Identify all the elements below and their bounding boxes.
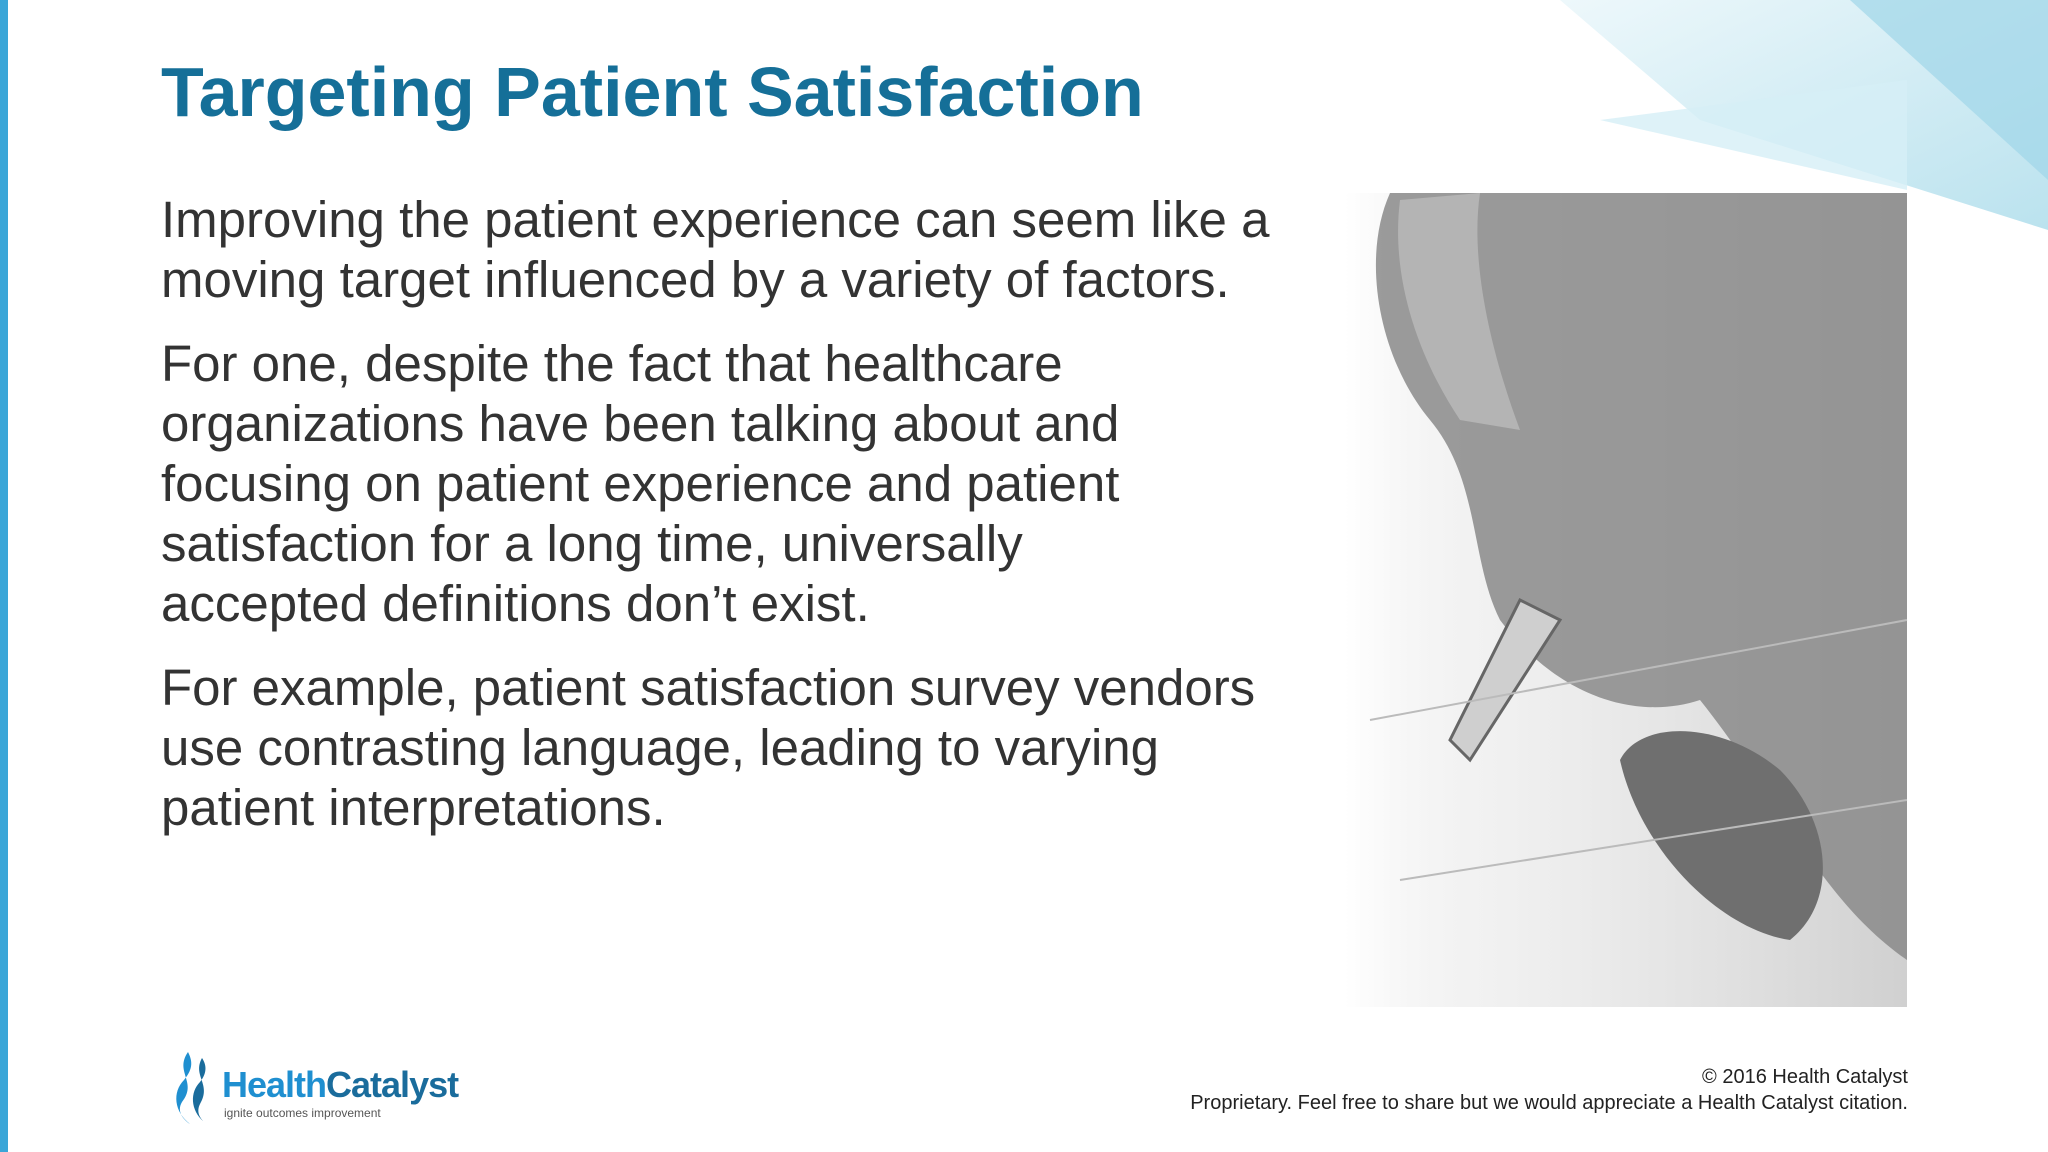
logo-name: HealthCatalyst	[222, 1064, 459, 1106]
notice: Proprietary. Feel free to share but we w…	[1190, 1092, 1908, 1114]
slide-body: Improving the patient experience can see…	[161, 190, 1361, 862]
paragraph-line: use contrasting language, leading to var…	[161, 719, 1160, 776]
paragraph-line: patient interpretations.	[161, 779, 666, 836]
paragraph-line: focusing on patient experience and patie…	[161, 455, 1120, 512]
paragraph: For example, patient satisfaction survey…	[161, 658, 1361, 838]
corner-shape	[1600, 80, 1907, 190]
paragraph-line: For example, patient satisfaction survey…	[161, 659, 1256, 716]
paragraph-line: For one, despite the fact that healthcar…	[161, 335, 1063, 392]
logo-name-part: Health	[222, 1064, 327, 1105]
slide-title: Targeting Patient Satisfaction	[161, 53, 1144, 131]
paragraph: For one, despite the fact that healthcar…	[161, 334, 1361, 634]
paragraph-line: Improving the patient experience can see…	[161, 191, 1270, 248]
logo-flame	[176, 1052, 206, 1124]
paragraph-line: accepted definitions don’t exist.	[161, 575, 870, 632]
paragraph-line: moving target influenced by a variety of…	[161, 251, 1230, 308]
corner-shape	[1850, 0, 2048, 180]
copyright: © 2016 Health Catalyst	[1702, 1066, 1908, 1088]
photo	[1345, 193, 1908, 1007]
paragraph-line: satisfaction for a long time, universall…	[161, 515, 1023, 572]
logo-tagline: ignite outcomes improvement	[224, 1106, 381, 1120]
paragraph: Improving the patient experience can see…	[161, 190, 1361, 310]
logo: HealthCatalyst ignite outcomes improveme…	[170, 1050, 470, 1126]
logo-name-part: Catalyst	[326, 1064, 459, 1105]
footer: © 2016 Health Catalyst Proprietary. Feel…	[1190, 1064, 1908, 1116]
left-edge	[0, 0, 8, 1152]
paragraph-line: organizations have been talking about an…	[161, 395, 1120, 452]
